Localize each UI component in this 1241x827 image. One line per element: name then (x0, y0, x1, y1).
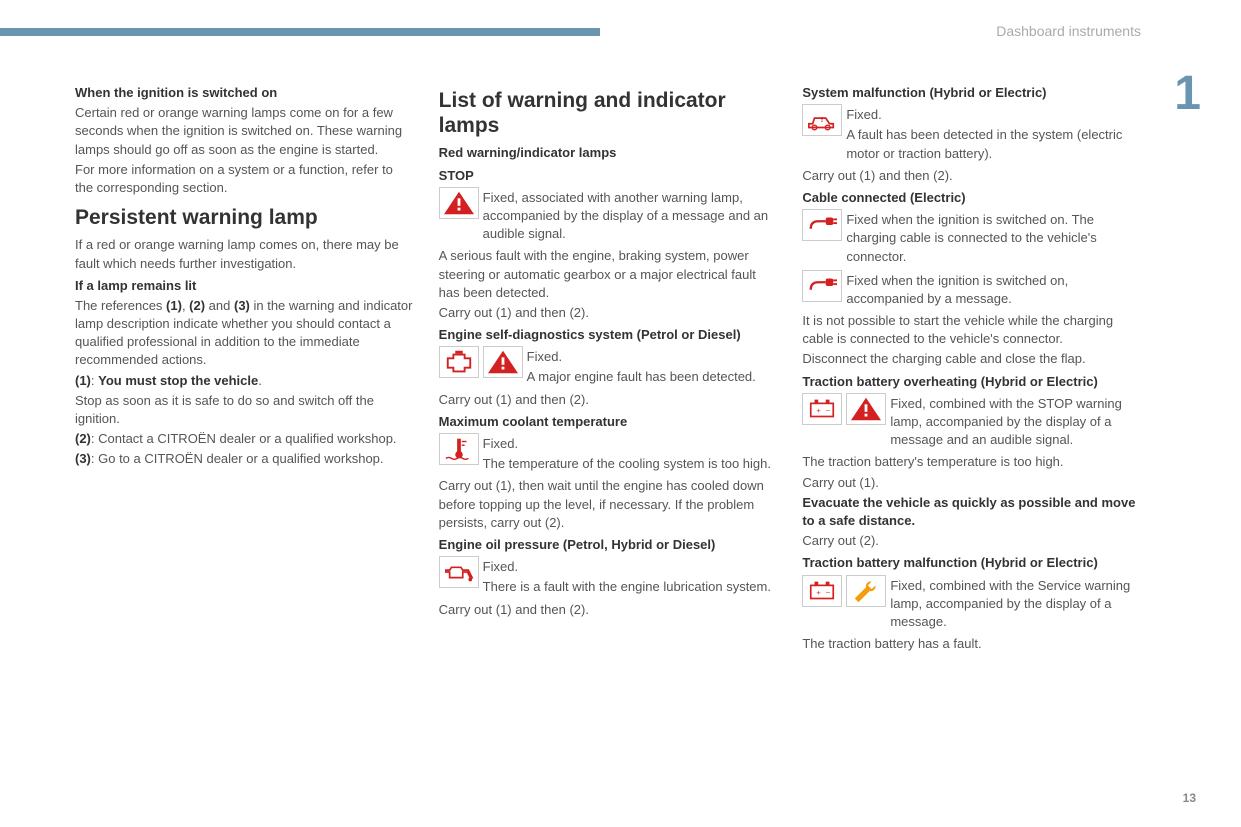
oil-t1: Fixed. (483, 558, 778, 576)
svg-text:+: + (817, 587, 822, 596)
oh-t1: Fixed, combined with the STOP warning la… (890, 395, 1141, 450)
ref1: (1): You must stop the vehicle. (75, 372, 414, 390)
oh-t4: Carry out (2). (802, 532, 1141, 550)
oil-t2: There is a fault with the engine lubrica… (483, 578, 778, 596)
sm-t2: A fault has been detected in the system … (846, 126, 1141, 162)
persistent-title: Persistent warning lamp (75, 205, 414, 230)
coolant-row: Fixed. The temperature of the cooling sys… (439, 433, 778, 475)
svg-text:−: − (826, 406, 831, 415)
section-header: Dashboard instruments (996, 22, 1141, 42)
svg-text:+: + (817, 406, 822, 415)
refs-p: The references (1), (2) and (3) in the w… (75, 297, 414, 370)
svg-text:−: − (826, 587, 831, 596)
oil-title: Engine oil pressure (Petrol, Hybrid or D… (439, 536, 778, 554)
top-accent-bar (0, 28, 600, 36)
cable-row1: Fixed when the ignition is switched on. … (802, 209, 1141, 268)
stop-t2: A serious fault with the engine, braking… (439, 247, 778, 302)
system-malfunction-icon: ! (802, 104, 842, 136)
lamp-remains-title: If a lamp remains lit (75, 277, 414, 295)
stop-warning-icon (439, 187, 479, 219)
engine-warning-icon (483, 346, 523, 378)
sysmal-title: System malfunction (Hybrid or Electric) (802, 84, 1141, 102)
ed-t3: Carry out (1) and then (2). (439, 391, 778, 409)
list-title: List of warning and indicator lamps (439, 88, 778, 138)
cb-t3: It is not possible to start the vehicle … (802, 312, 1141, 348)
ref1-text: Stop as soon as it is safe to do so and … (75, 392, 414, 428)
stop-title: STOP (439, 167, 778, 185)
stop-row: Fixed, associated with another warning l… (439, 187, 778, 246)
cable-connected-icon-2 (802, 270, 842, 302)
bm-t1: Fixed, combined with the Service warning… (890, 577, 1141, 632)
cool-t1: Fixed. (483, 435, 778, 453)
content-area: When the ignition is switched on Certain… (75, 80, 1141, 655)
batmal-row: +− Fixed, combined with the Service warn… (802, 575, 1141, 634)
red-lamps-title: Red warning/indicator lamps (439, 144, 778, 162)
coolant-temp-icon (439, 433, 479, 465)
sm-t3: Carry out (1) and then (2). (802, 167, 1141, 185)
cable-title: Cable connected (Electric) (802, 189, 1141, 207)
cb-t1: Fixed when the ignition is switched on. … (846, 211, 1141, 266)
cable-connected-icon (802, 209, 842, 241)
overheat-row: +− Fixed, combined with the STOP warning… (802, 393, 1141, 452)
engine-icon (439, 346, 479, 378)
chapter-number: 1 (1174, 60, 1201, 127)
ignition-title: When the ignition is switched on (75, 84, 414, 102)
stop-t1: Fixed, associated with another warning l… (483, 189, 778, 244)
engine-diag-title: Engine self-diagnostics system (Petrol o… (439, 326, 778, 344)
column-1: When the ignition is switched on Certain… (75, 80, 414, 655)
batmal-title: Traction battery malfunction (Hybrid or … (802, 554, 1141, 572)
battery-overheat-icon: +− (802, 393, 842, 425)
oil-t3: Carry out (1) and then (2). (439, 601, 778, 619)
sysmal-row: ! Fixed. A fault has been detected in the… (802, 104, 1141, 165)
sm-t1: Fixed. (846, 106, 1141, 124)
overheat-warning-icon (846, 393, 886, 425)
cb-t4: Disconnect the charging cable and close … (802, 350, 1141, 368)
page-number: 13 (1183, 790, 1196, 807)
column-3: System malfunction (Hybrid or Electric) … (802, 80, 1141, 655)
oil-pressure-icon (439, 556, 479, 588)
stop-t3: Carry out (1) and then (2). (439, 304, 778, 322)
battery-malfunction-icon: +− (802, 575, 842, 607)
cool-t2: The temperature of the cooling system is… (483, 455, 778, 473)
column-2: List of warning and indicator lamps Red … (439, 80, 778, 655)
oh-t3: Carry out (1). (802, 474, 1141, 492)
persistent-p: If a red or orange warning lamp comes on… (75, 236, 414, 272)
oil-row: Fixed. There is a fault with the engine l… (439, 556, 778, 598)
service-wrench-icon (846, 575, 886, 607)
overheat-title: Traction battery overheating (Hybrid or … (802, 373, 1141, 391)
oh-t2: The traction battery's temperature is to… (802, 453, 1141, 471)
ed-t2: A major engine fault has been detected. (527, 368, 778, 386)
oh-bold: Evacuate the vehicle as quickly as possi… (802, 494, 1141, 530)
engine-diag-row: Fixed. A major engine fault has been dete… (439, 346, 778, 388)
ignition-p2: For more information on a system or a fu… (75, 161, 414, 197)
bm-t2: The traction battery has a fault. (802, 635, 1141, 653)
cb-t2: Fixed when the ignition is switched on, … (846, 272, 1141, 308)
ref3: (3): Go to a CITROËN dealer or a qualifi… (75, 450, 414, 468)
ref2: (2): Contact a CITROËN dealer or a quali… (75, 430, 414, 448)
coolant-title: Maximum coolant temperature (439, 413, 778, 431)
ed-t1: Fixed. (527, 348, 778, 366)
cool-t3: Carry out (1), then wait until the engin… (439, 477, 778, 532)
cable-row2: Fixed when the ignition is switched on, … (802, 270, 1141, 310)
ignition-p1: Certain red or orange warning lamps come… (75, 104, 414, 159)
svg-text:!: ! (821, 115, 824, 124)
